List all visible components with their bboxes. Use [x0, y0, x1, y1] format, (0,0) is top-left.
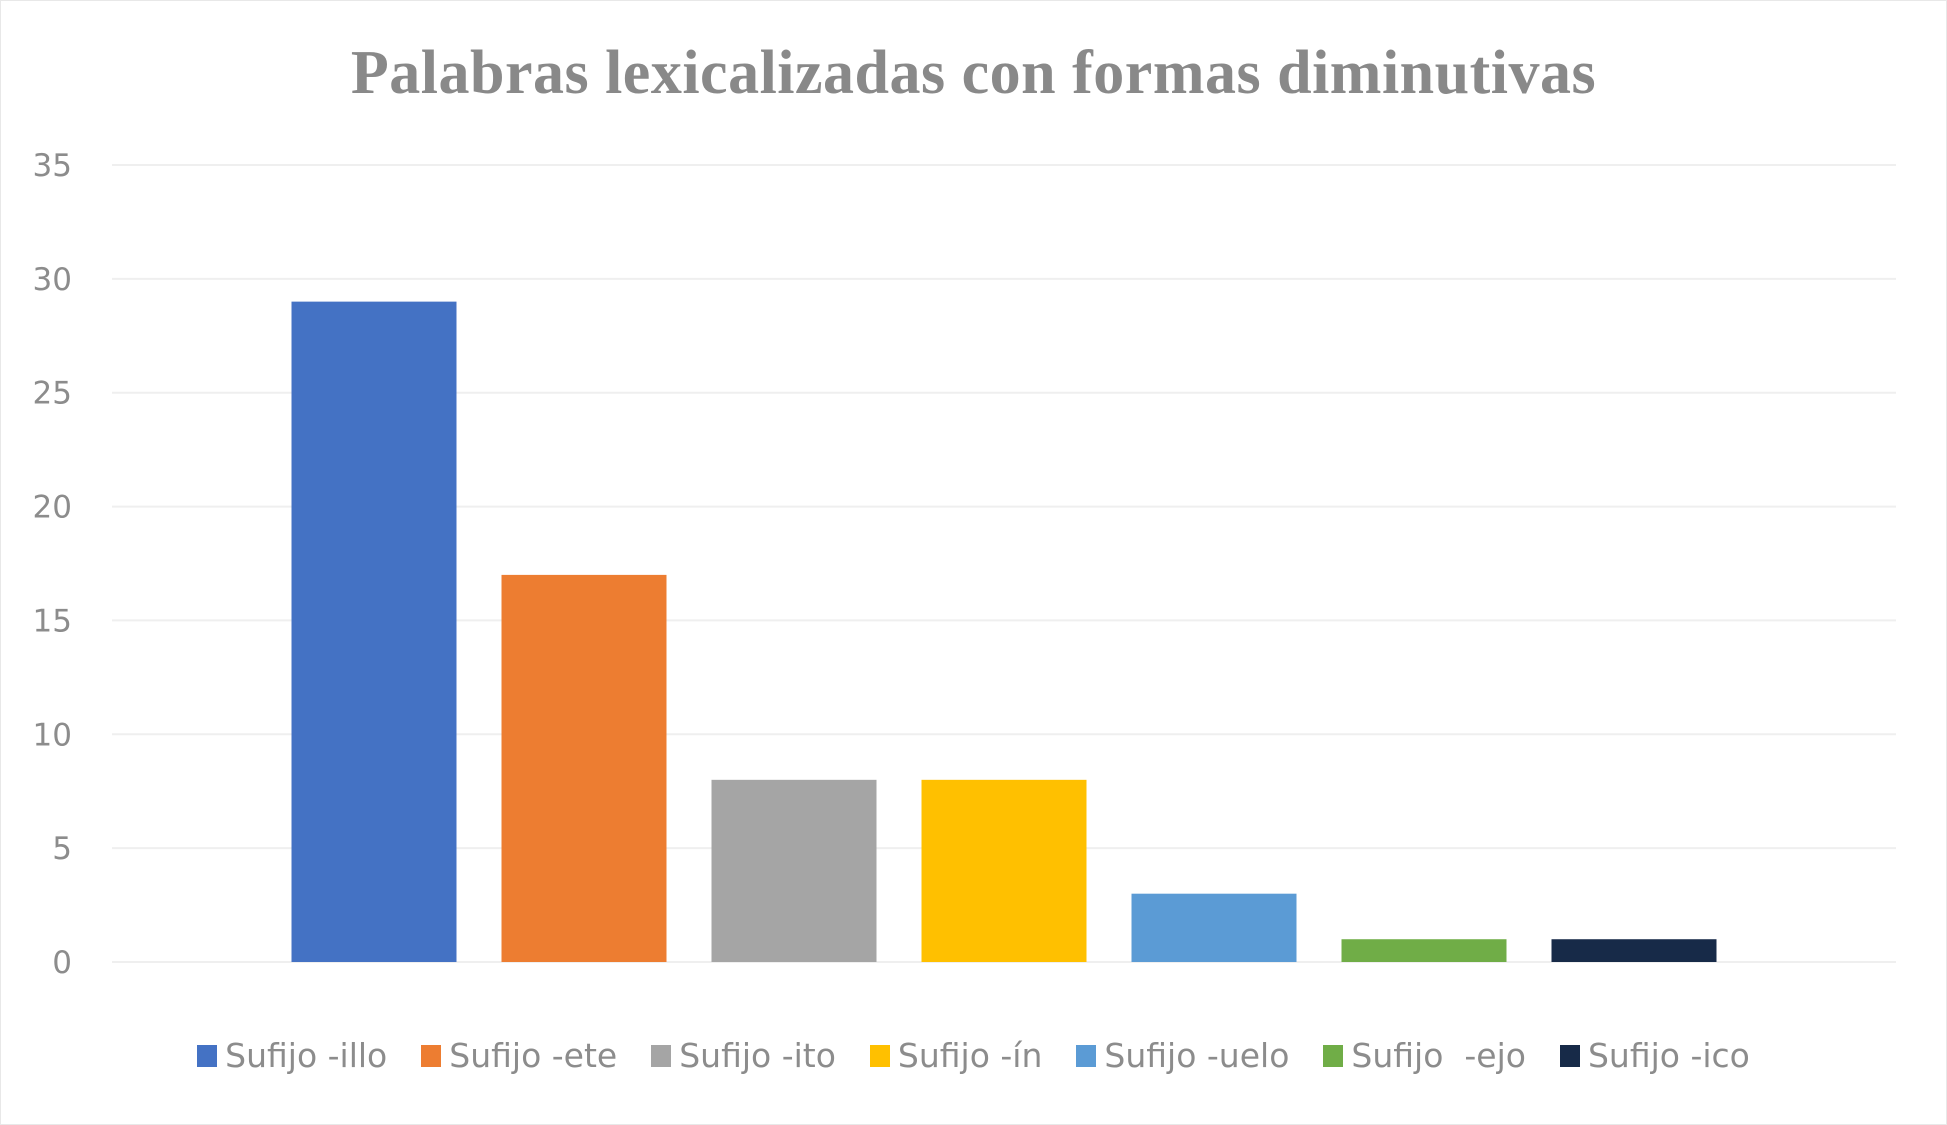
- legend: Sufijo -illo Sufijo -ete Sufijo -ito Sufijo…: [0, 1036, 1947, 1075]
- bar-3: [711, 779, 877, 962]
- legend-swatch: [1559, 1044, 1580, 1067]
- legend-item: Sufijo -ito: [651, 1036, 836, 1075]
- legend-swatch: [869, 1044, 890, 1067]
- legend-item: Sufijo -ico: [1559, 1036, 1750, 1075]
- bar-4: [921, 779, 1087, 962]
- legend-swatch: [421, 1044, 442, 1067]
- legend-swatch: [197, 1044, 218, 1067]
- legend-label: Sufijo -uelo: [1104, 1036, 1290, 1075]
- bar-7: [1551, 939, 1717, 962]
- y-tick-label: 30: [33, 262, 72, 298]
- legend-item: Sufijo -uelo: [1076, 1036, 1289, 1075]
- legend-swatch: [1076, 1044, 1097, 1067]
- y-tick-label: 35: [33, 148, 72, 184]
- legend-label: Sufijo -ico: [1587, 1036, 1750, 1075]
- bar-6: [1341, 939, 1507, 962]
- legend-swatch: [651, 1044, 672, 1067]
- legend-item: Sufijo -ejo: [1323, 1036, 1526, 1075]
- bar-5: [1131, 893, 1297, 962]
- legend-item: Sufijo -ete: [421, 1036, 617, 1075]
- chart-title: Palabras lexicalizadas con formas diminu…: [350, 39, 1597, 107]
- legend-label: Sufijo -ete: [449, 1036, 618, 1075]
- bar-2: [501, 574, 667, 962]
- legend-label: Sufijo -ito: [679, 1036, 836, 1075]
- legend-label: Sufijo -ín: [897, 1036, 1043, 1075]
- legend-label: Sufijo -ejo: [1351, 1036, 1526, 1075]
- legend-item: Sufijo -ín: [869, 1036, 1043, 1075]
- bar-1: [291, 301, 457, 963]
- y-tick-label: 25: [33, 376, 72, 412]
- legend-item: Sufijo -illo: [197, 1036, 387, 1075]
- legend-swatch: [1323, 1044, 1344, 1067]
- y-tick-label: 5: [52, 831, 72, 867]
- y-tick-label: 10: [33, 717, 72, 753]
- legend-label: Sufijo -illo: [225, 1036, 388, 1075]
- y-tick-label: 20: [33, 490, 72, 526]
- y-tick-label: 0: [52, 945, 72, 981]
- y-tick-label: 15: [33, 603, 72, 639]
